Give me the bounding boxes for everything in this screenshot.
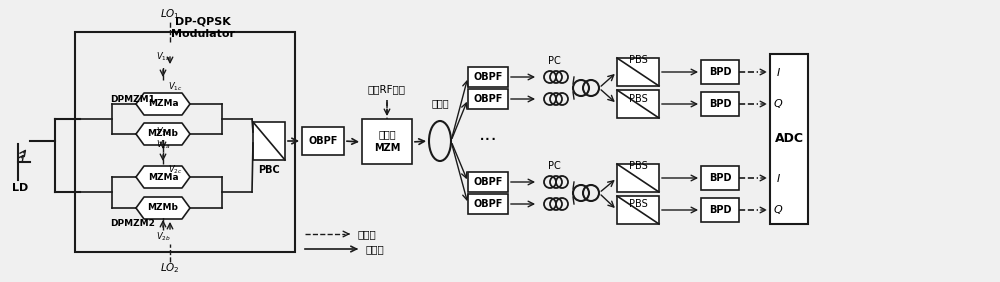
- FancyBboxPatch shape: [302, 127, 344, 155]
- Text: Modulator: Modulator: [171, 29, 235, 39]
- Text: 电信号: 电信号: [357, 229, 376, 239]
- FancyBboxPatch shape: [75, 32, 295, 252]
- FancyBboxPatch shape: [253, 122, 285, 160]
- Text: BPD: BPD: [709, 173, 731, 183]
- FancyBboxPatch shape: [701, 166, 739, 190]
- Text: OBPF: OBPF: [473, 94, 503, 104]
- FancyBboxPatch shape: [701, 92, 739, 116]
- Text: PC: PC: [548, 161, 560, 171]
- Text: $I$: $I$: [776, 172, 780, 184]
- Text: $V_{1b}$: $V_{1b}$: [156, 126, 170, 138]
- Text: PBS: PBS: [629, 199, 647, 209]
- Text: $LO_1$: $LO_1$: [160, 7, 180, 21]
- FancyBboxPatch shape: [617, 58, 659, 86]
- Text: $V_{2a}$: $V_{2a}$: [156, 139, 170, 151]
- Text: PBS: PBS: [629, 55, 647, 65]
- Text: $V_{1c}$: $V_{1c}$: [168, 81, 183, 93]
- Text: ADC: ADC: [774, 133, 804, 146]
- Text: OBPF: OBPF: [308, 136, 338, 146]
- Text: MZMa: MZMa: [148, 100, 178, 109]
- Text: $LO_2$: $LO_2$: [160, 261, 180, 275]
- Text: PBS: PBS: [629, 94, 647, 104]
- FancyBboxPatch shape: [362, 119, 412, 164]
- Text: DP-QPSK: DP-QPSK: [175, 17, 231, 27]
- Text: $I$: $I$: [776, 66, 780, 78]
- Text: MZM: MZM: [374, 143, 400, 153]
- FancyBboxPatch shape: [468, 67, 508, 87]
- FancyBboxPatch shape: [468, 194, 508, 214]
- FancyBboxPatch shape: [468, 172, 508, 192]
- Polygon shape: [136, 166, 190, 188]
- FancyBboxPatch shape: [617, 90, 659, 118]
- Polygon shape: [136, 93, 190, 115]
- FancyBboxPatch shape: [468, 89, 508, 109]
- Text: 单偏振: 单偏振: [378, 129, 396, 139]
- Text: DPMZM1: DPMZM1: [110, 94, 155, 103]
- Text: OBPF: OBPF: [473, 177, 503, 187]
- Text: 宽带RF信号: 宽带RF信号: [368, 84, 406, 94]
- Text: BPD: BPD: [709, 99, 731, 109]
- FancyBboxPatch shape: [617, 164, 659, 192]
- Text: $V_{2b}$: $V_{2b}$: [156, 231, 170, 243]
- Text: MZMb: MZMb: [148, 129, 178, 138]
- Polygon shape: [136, 197, 190, 219]
- Text: OBPF: OBPF: [473, 199, 503, 209]
- Text: ···: ···: [479, 131, 497, 149]
- Text: LD: LD: [12, 183, 28, 193]
- FancyBboxPatch shape: [617, 196, 659, 224]
- Text: OBPF: OBPF: [473, 72, 503, 82]
- Text: PC: PC: [548, 56, 560, 66]
- Text: 光信号: 光信号: [365, 244, 384, 254]
- Text: BPD: BPD: [709, 205, 731, 215]
- Text: 分路器: 分路器: [431, 98, 449, 108]
- Text: $V_{1a}$: $V_{1a}$: [156, 51, 170, 63]
- Text: BPD: BPD: [709, 67, 731, 77]
- Text: PBC: PBC: [258, 165, 280, 175]
- Text: $Q$: $Q$: [773, 98, 783, 111]
- Text: PBS: PBS: [629, 161, 647, 171]
- Text: MZMb: MZMb: [148, 204, 178, 213]
- Text: MZMa: MZMa: [148, 173, 178, 182]
- Text: $Q$: $Q$: [773, 204, 783, 217]
- FancyBboxPatch shape: [701, 198, 739, 222]
- Text: $V_{2c}$: $V_{2c}$: [168, 164, 183, 176]
- FancyBboxPatch shape: [701, 60, 739, 84]
- Polygon shape: [136, 123, 190, 145]
- Text: DPMZM2: DPMZM2: [110, 219, 155, 228]
- FancyBboxPatch shape: [770, 54, 808, 224]
